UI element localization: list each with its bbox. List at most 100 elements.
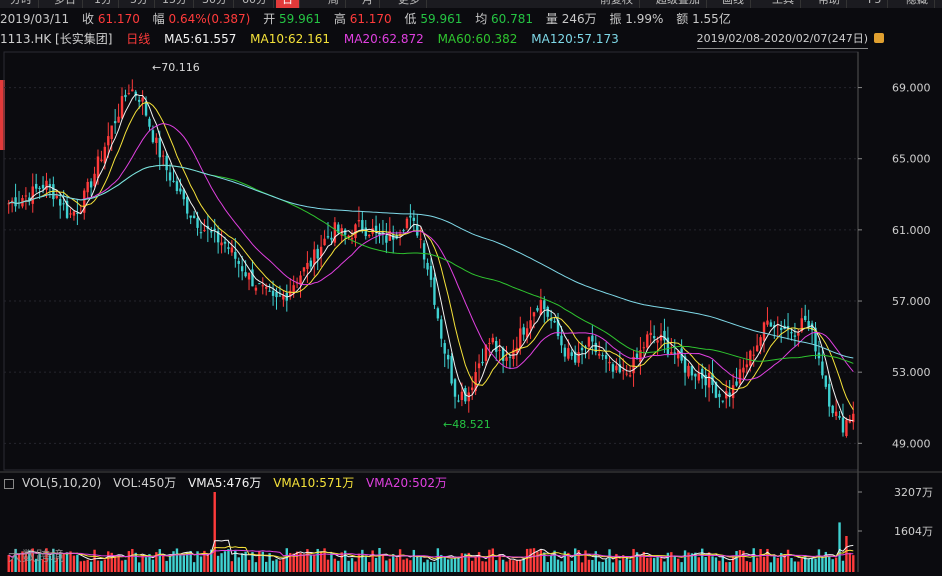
volume-bar [652, 558, 656, 572]
volume-bar [481, 561, 484, 572]
tab-5[interactable]: 30分 [196, 0, 234, 8]
volume-bar [378, 548, 381, 572]
candle-body [652, 336, 656, 339]
tab-9[interactable]: 月 [356, 0, 380, 8]
tab-15[interactable]: 帮助 [812, 0, 847, 8]
volume-bar [766, 548, 769, 572]
volume-bar [663, 561, 666, 572]
volume-bar [182, 555, 186, 572]
collapse-icon[interactable] [4, 478, 14, 489]
tab-17[interactable]: 隐藏 [900, 0, 935, 8]
tab-6[interactable]: 60分 [236, 0, 274, 8]
volume-bar [268, 553, 271, 572]
vol-label: 量 [545, 12, 558, 26]
tab-14[interactable]: 工具 [766, 0, 801, 8]
candle-body [628, 375, 632, 377]
lock-icon[interactable] [874, 33, 884, 43]
volume-bar [113, 555, 117, 572]
candle-body [567, 348, 570, 359]
tab-7[interactable]: 日 [276, 0, 300, 8]
candle-body [495, 341, 498, 352]
candle-body [797, 332, 800, 336]
volume-bar [330, 553, 333, 572]
candle-body [608, 361, 611, 364]
tab-16[interactable]: F5 [862, 0, 889, 8]
candle-body [86, 181, 89, 193]
candle-body [841, 417, 845, 433]
volume-bar [179, 553, 182, 572]
volume-bar [216, 555, 220, 572]
candle-body [718, 393, 721, 398]
open-value: 59.961 [279, 12, 322, 26]
volume-bar [680, 562, 683, 572]
volume-bar [773, 556, 776, 572]
volume-bar [838, 522, 841, 572]
candle-body [728, 392, 731, 396]
candle-body [639, 350, 642, 363]
candle-body [810, 323, 814, 331]
tab-13[interactable]: 画线 [716, 0, 751, 8]
candle-body [591, 335, 594, 342]
volume-bar [326, 559, 330, 572]
candle-body [570, 352, 573, 356]
volume-bar [738, 550, 742, 572]
tab-1[interactable]: 多日 [48, 0, 83, 8]
volume-bar [584, 550, 587, 572]
tab-8[interactable]: 周 [322, 0, 346, 8]
vol-tick-label: 3207万 [894, 486, 933, 499]
volume-bar [24, 552, 28, 572]
period-label: 日线 [126, 32, 151, 46]
tab-10[interactable]: 更多 [392, 0, 427, 8]
candle-body [656, 340, 659, 343]
candle-body [436, 308, 440, 319]
candle-body [72, 211, 76, 216]
candle-body [230, 247, 234, 253]
candle-body [646, 334, 649, 348]
candle-body [168, 172, 172, 181]
volume-bar [172, 551, 175, 572]
volume-bar [453, 556, 457, 572]
candle-body [745, 364, 749, 368]
side-marker [0, 80, 5, 150]
volume-bar [800, 557, 803, 572]
candle-body [670, 352, 673, 355]
low-annotation: ←48.521 [443, 418, 491, 431]
tab-3[interactable]: 5分 [124, 0, 155, 8]
volume-bar [731, 556, 735, 572]
candle-body [192, 215, 196, 219]
candle-body [470, 387, 474, 391]
volume-bar [175, 548, 179, 572]
tab-4[interactable]: 15分 [156, 0, 194, 8]
ma20-label: MA20:62.872 [343, 32, 424, 46]
tab-11[interactable]: 前复权 [594, 0, 640, 8]
volume-bar [604, 559, 608, 572]
candle-body [137, 99, 141, 102]
volume-bar [460, 553, 464, 572]
candle-body [120, 96, 124, 119]
volume-bar [385, 560, 388, 572]
vol-value-label: VOL:450万 [113, 476, 177, 490]
candle-body [141, 97, 144, 102]
candle-body [433, 277, 436, 305]
date-range[interactable]: 2019/02/08-2020/02/07(247日) [696, 30, 868, 49]
candle-body [814, 327, 817, 352]
tab-2[interactable]: 1分 [88, 0, 119, 8]
volume-bar [519, 559, 522, 572]
volume-bar [704, 557, 707, 572]
ma60-label: MA60:60.382 [437, 32, 518, 46]
volume-bar [573, 548, 577, 572]
high-value: 61.170 [349, 12, 392, 26]
ma5-label: MA5:61.557 [164, 32, 237, 46]
volume-bar [560, 561, 563, 572]
candle-body [443, 343, 446, 354]
period-tabs: 分时 多日 1分 5分15分30分60分日 周 月 更多 前复权 超级叠加 画线 工具 帮助 F5 隐藏 [0, 0, 942, 8]
candle-body [210, 231, 213, 233]
volume-bar [392, 554, 395, 572]
candle-body [735, 381, 738, 386]
avg-label: 均 [475, 12, 488, 26]
tab-0[interactable]: 分时 [4, 0, 39, 8]
candle-body [251, 269, 254, 287]
volume-bar [701, 548, 704, 572]
tab-12[interactable]: 超级叠加 [650, 0, 707, 8]
